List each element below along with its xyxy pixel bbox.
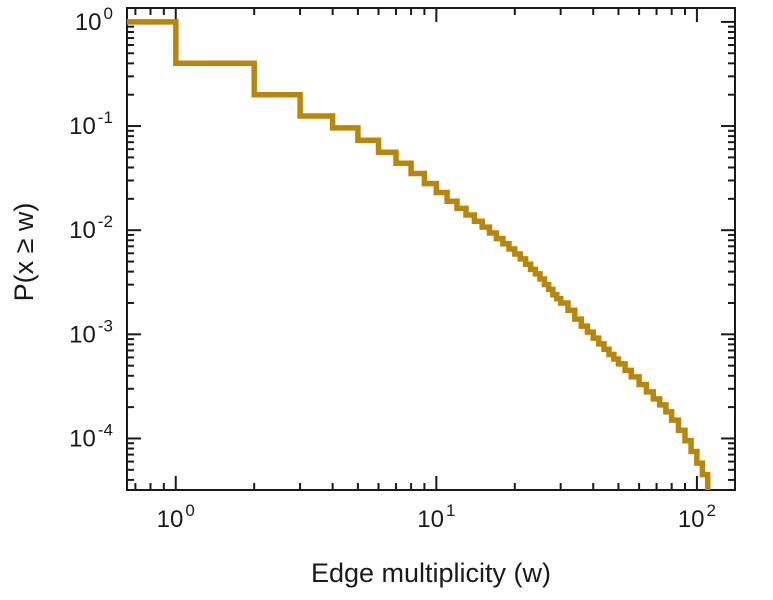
y-tick-label: 10 -2 [69,212,113,244]
y-tick-label: 10 -1 [69,108,113,140]
x-tick-label: 10 2 [678,501,716,533]
x-tick-label: 10 1 [417,501,455,533]
x-tick-label: 10 0 [157,501,195,533]
y-tick-label: 10 -3 [69,316,113,348]
x-axis-title: Edge multiplicity (w) [310,558,552,588]
y-tick-label: 10 -4 [69,420,113,452]
ccdf-step-line [127,19,711,490]
y-axis-title: P(x ≥ w) [9,202,39,302]
y-tick-label: 10 0 [75,4,113,36]
plot-frame [126,7,736,491]
